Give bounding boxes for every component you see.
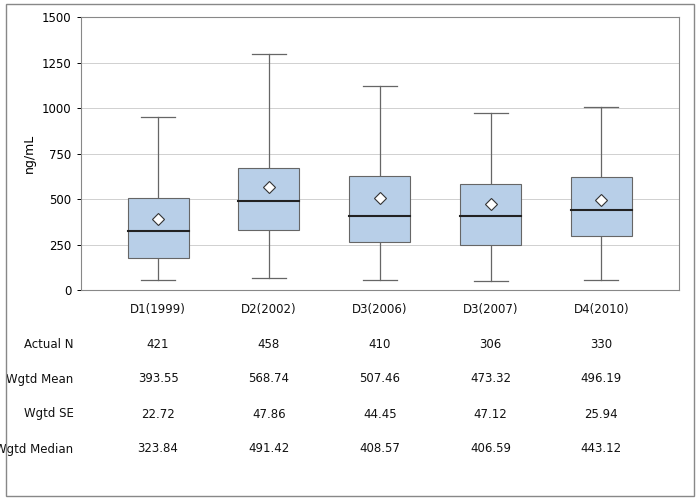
Text: D1(1999): D1(1999) (130, 302, 186, 316)
Y-axis label: ng/mL: ng/mL (23, 134, 36, 173)
Bar (571, 178, 632, 236)
Text: 443.12: 443.12 (581, 442, 622, 456)
Text: 393.55: 393.55 (138, 372, 178, 386)
Text: Actual N: Actual N (24, 338, 74, 350)
Text: 408.57: 408.57 (359, 442, 400, 456)
Bar (460, 184, 521, 244)
Text: D4(2010): D4(2010) (573, 302, 629, 316)
Bar (239, 168, 300, 230)
Text: D2(2002): D2(2002) (241, 302, 297, 316)
Text: Wgtd Median: Wgtd Median (0, 442, 74, 456)
Text: 421: 421 (147, 338, 169, 350)
Text: 458: 458 (258, 338, 280, 350)
Text: 323.84: 323.84 (138, 442, 178, 456)
Text: 25.94: 25.94 (584, 408, 618, 420)
Text: 306: 306 (480, 338, 502, 350)
Text: 496.19: 496.19 (581, 372, 622, 386)
Text: 491.42: 491.42 (248, 442, 290, 456)
Text: 330: 330 (590, 338, 612, 350)
Text: Wgtd Mean: Wgtd Mean (6, 372, 74, 386)
Text: 47.86: 47.86 (252, 408, 286, 420)
Bar (127, 198, 188, 258)
Text: 406.59: 406.59 (470, 442, 511, 456)
Text: 473.32: 473.32 (470, 372, 511, 386)
Text: Wgtd SE: Wgtd SE (24, 408, 74, 420)
Text: D3(2007): D3(2007) (463, 302, 518, 316)
Text: 507.46: 507.46 (359, 372, 400, 386)
Text: 568.74: 568.74 (248, 372, 289, 386)
Text: 410: 410 (369, 338, 391, 350)
Text: 44.45: 44.45 (363, 408, 397, 420)
Bar (349, 176, 410, 242)
Text: 47.12: 47.12 (474, 408, 508, 420)
Text: D3(2006): D3(2006) (352, 302, 407, 316)
Text: 22.72: 22.72 (141, 408, 175, 420)
